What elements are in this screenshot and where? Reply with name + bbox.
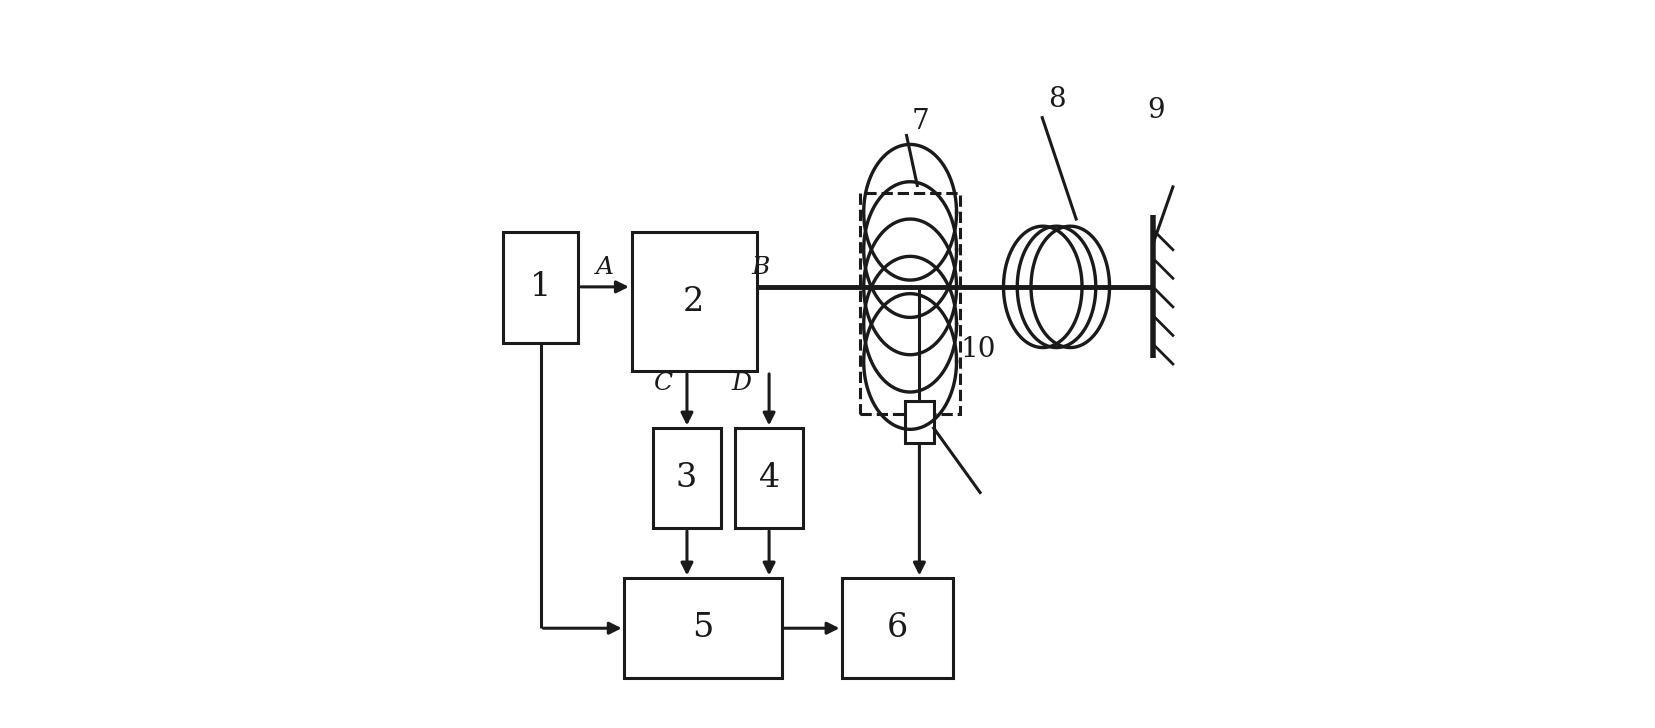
Text: 7: 7: [912, 108, 928, 135]
Text: 10: 10: [960, 336, 995, 363]
Text: B: B: [750, 256, 770, 279]
Text: 4: 4: [758, 462, 780, 494]
Bar: [842, 578, 952, 678]
Text: 3: 3: [675, 462, 697, 494]
Text: 1: 1: [530, 271, 551, 303]
Text: 9: 9: [1147, 97, 1165, 124]
Bar: [631, 232, 756, 371]
Bar: [503, 232, 578, 343]
Bar: [859, 193, 960, 414]
Text: A: A: [596, 256, 614, 279]
Text: 8: 8: [1048, 87, 1064, 114]
Text: 5: 5: [692, 612, 713, 644]
Text: D: D: [730, 373, 750, 395]
Bar: [905, 401, 933, 443]
Text: C: C: [652, 373, 672, 395]
Bar: [735, 428, 803, 529]
Text: 2: 2: [684, 286, 703, 318]
Text: 6: 6: [885, 612, 907, 644]
Bar: [652, 428, 720, 529]
Bar: [624, 578, 781, 678]
